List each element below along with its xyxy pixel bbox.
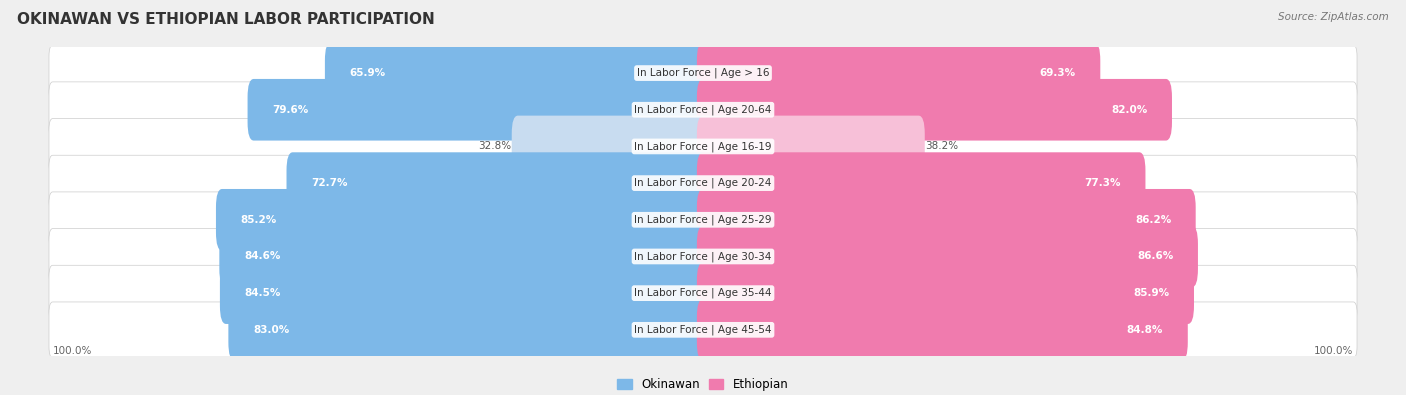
Text: 84.6%: 84.6% — [243, 252, 280, 261]
Text: 77.3%: 77.3% — [1084, 178, 1121, 188]
Text: 84.8%: 84.8% — [1126, 325, 1163, 335]
Text: 86.6%: 86.6% — [1137, 252, 1174, 261]
Text: In Labor Force | Age 16-19: In Labor Force | Age 16-19 — [634, 141, 772, 152]
Text: 69.3%: 69.3% — [1039, 68, 1076, 78]
FancyBboxPatch shape — [49, 229, 1357, 284]
FancyBboxPatch shape — [697, 152, 1146, 214]
FancyBboxPatch shape — [697, 116, 925, 177]
FancyBboxPatch shape — [697, 79, 1173, 141]
Text: In Labor Force | Age 45-54: In Labor Force | Age 45-54 — [634, 325, 772, 335]
FancyBboxPatch shape — [49, 192, 1357, 248]
Text: 100.0%: 100.0% — [1315, 346, 1354, 356]
FancyBboxPatch shape — [228, 299, 709, 361]
FancyBboxPatch shape — [219, 226, 709, 287]
Text: OKINAWAN VS ETHIOPIAN LABOR PARTICIPATION: OKINAWAN VS ETHIOPIAN LABOR PARTICIPATIO… — [17, 12, 434, 27]
FancyBboxPatch shape — [217, 189, 709, 250]
FancyBboxPatch shape — [512, 116, 709, 177]
Text: 84.5%: 84.5% — [245, 288, 281, 298]
Text: 72.7%: 72.7% — [311, 178, 347, 188]
FancyBboxPatch shape — [697, 189, 1195, 250]
FancyBboxPatch shape — [697, 299, 1188, 361]
Text: Source: ZipAtlas.com: Source: ZipAtlas.com — [1278, 12, 1389, 22]
FancyBboxPatch shape — [49, 155, 1357, 211]
Text: In Labor Force | Age > 16: In Labor Force | Age > 16 — [637, 68, 769, 78]
Text: 65.9%: 65.9% — [350, 68, 385, 78]
FancyBboxPatch shape — [49, 302, 1357, 358]
FancyBboxPatch shape — [247, 79, 709, 141]
Text: 79.6%: 79.6% — [273, 105, 308, 115]
FancyBboxPatch shape — [49, 118, 1357, 174]
FancyBboxPatch shape — [697, 226, 1198, 287]
Legend: Okinawan, Ethiopian: Okinawan, Ethiopian — [613, 373, 793, 395]
FancyBboxPatch shape — [49, 45, 1357, 101]
FancyBboxPatch shape — [697, 42, 1101, 104]
Text: 86.2%: 86.2% — [1135, 215, 1171, 225]
Text: 82.0%: 82.0% — [1111, 105, 1147, 115]
Text: In Labor Force | Age 25-29: In Labor Force | Age 25-29 — [634, 214, 772, 225]
FancyBboxPatch shape — [219, 262, 709, 324]
Text: In Labor Force | Age 30-34: In Labor Force | Age 30-34 — [634, 251, 772, 262]
FancyBboxPatch shape — [697, 262, 1194, 324]
Text: 32.8%: 32.8% — [478, 141, 512, 151]
Text: In Labor Force | Age 20-24: In Labor Force | Age 20-24 — [634, 178, 772, 188]
FancyBboxPatch shape — [49, 82, 1357, 137]
Text: In Labor Force | Age 20-64: In Labor Force | Age 20-64 — [634, 105, 772, 115]
Text: 85.2%: 85.2% — [240, 215, 277, 225]
Text: 85.9%: 85.9% — [1133, 288, 1170, 298]
Text: 83.0%: 83.0% — [253, 325, 290, 335]
Text: 100.0%: 100.0% — [52, 346, 91, 356]
FancyBboxPatch shape — [287, 152, 709, 214]
Text: 38.2%: 38.2% — [925, 141, 957, 151]
FancyBboxPatch shape — [325, 42, 709, 104]
Text: In Labor Force | Age 35-44: In Labor Force | Age 35-44 — [634, 288, 772, 298]
FancyBboxPatch shape — [49, 265, 1357, 321]
